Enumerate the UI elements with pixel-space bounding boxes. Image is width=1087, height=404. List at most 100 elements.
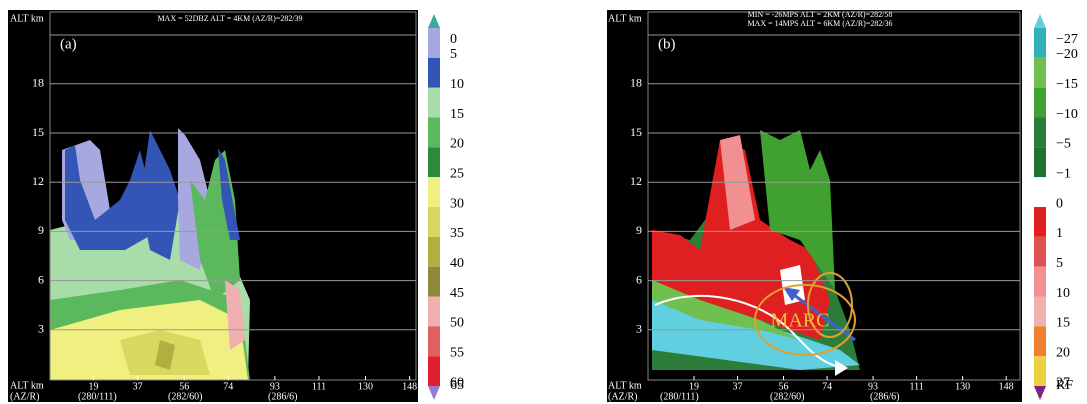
colorbar-label: 15	[1056, 316, 1070, 331]
colorbar-label: −10	[1056, 107, 1078, 122]
colorbar-label: −15	[1056, 77, 1078, 92]
colorbar-segment	[1034, 177, 1046, 207]
plot-frame	[49, 11, 417, 381]
x-axis-sub: (AZ/R)	[608, 391, 637, 402]
colorbar-segment	[428, 326, 440, 357]
x-tick-label: 130	[358, 381, 373, 392]
colorbar-segment	[1034, 207, 1046, 237]
colorbar-segment	[1034, 356, 1046, 386]
y-tick-label: 6	[636, 272, 642, 286]
header: MAX = 14MPS ALT = 6KM (AZ/R)=282/36	[747, 19, 892, 28]
y-tick-label: 18	[32, 76, 44, 90]
colorbar-cap	[428, 386, 440, 400]
colorbar-label: 40	[450, 256, 464, 271]
colorbar-segment	[428, 356, 440, 386]
y-axis-title: ALT km	[608, 13, 642, 24]
colorbar-label: −1	[1056, 166, 1071, 181]
azr-label: (280/111)	[660, 391, 699, 402]
colorbar-label: 65	[450, 378, 464, 393]
colorbar-segment	[1034, 266, 1046, 297]
x-tick-label: 130	[955, 381, 970, 392]
azr-label: (280/111)	[78, 391, 117, 402]
y-tick-label: 6	[38, 272, 44, 286]
colorbar-segment	[1034, 236, 1046, 267]
colorbar-label: 60	[450, 375, 464, 390]
colorbar-label: −5	[1056, 137, 1071, 152]
header: MIN = -26MPS ALT = 2KM (AZ/R)=282/58	[748, 10, 893, 19]
y-tick-label: 15	[32, 125, 44, 139]
flow-arrows	[654, 272, 856, 376]
colorbar-label: 20	[450, 137, 464, 152]
colorbar-segment	[428, 266, 440, 297]
x-tick-label: 74	[223, 381, 233, 392]
x-tick-label: 111	[312, 381, 326, 392]
colorbar-label: 5	[1056, 256, 1063, 271]
colorbar-segment	[428, 28, 440, 58]
colorbar-label: 25	[450, 166, 464, 181]
colorbar-label: RF	[1056, 378, 1073, 393]
colorbar-segment	[1034, 28, 1046, 58]
plot-frame	[647, 11, 1021, 381]
y-tick-label: 9	[636, 223, 642, 237]
y-tick-label: 12	[32, 174, 44, 188]
colorbar-cap	[1034, 386, 1046, 400]
colorbar-label: −20	[1056, 47, 1078, 62]
x-tick-label: 56	[179, 381, 189, 392]
azr-label: (286/6)	[870, 391, 899, 402]
colorbar-label: 27	[1056, 375, 1070, 390]
colorbar-segment	[428, 117, 440, 148]
colorbar-segment	[1034, 147, 1046, 178]
x-tick-label: 19	[689, 381, 699, 392]
colorbar-segment	[1034, 87, 1046, 118]
y-tick-label: 9	[38, 223, 44, 237]
colorbar-cap	[428, 14, 440, 28]
colorbar-label: 50	[450, 316, 464, 331]
x-axis-title: ALT km	[608, 380, 642, 391]
y-tick-label: 3	[38, 322, 44, 336]
azr-label: (282/60)	[770, 391, 804, 402]
colorbar-label: 0	[450, 32, 457, 47]
colorbar-label: 1	[1056, 226, 1063, 241]
colorbar-label: 45	[450, 286, 464, 301]
x-tick-label: 111	[909, 381, 923, 392]
colorbar-label: 5	[450, 47, 457, 62]
annotation: MARC	[771, 310, 830, 332]
colorbar-segment	[428, 147, 440, 178]
x-tick-label: 56	[779, 381, 789, 392]
x-axis-sub: (AZ/R)	[10, 391, 39, 402]
x-axis-title: ALT km	[10, 380, 44, 391]
x-tick-label: 37	[733, 381, 743, 392]
colorbar-label: −27	[1056, 32, 1078, 47]
x-tick-label: 148	[402, 381, 417, 392]
panel-label: (a)	[60, 36, 77, 52]
y-tick-label: 15	[630, 125, 642, 139]
colorbar-label: 10	[450, 77, 464, 92]
colorbar-label: 15	[450, 107, 464, 122]
y-tick-label: 12	[630, 174, 642, 188]
y-tick-label: 18	[630, 76, 642, 90]
colorbar-segment	[428, 207, 440, 237]
colorbar-segment	[1034, 296, 1046, 327]
colorbar-segment	[428, 177, 440, 207]
colorbar-segment	[1034, 326, 1046, 357]
colorbar-segment	[1034, 57, 1046, 88]
colorbar-label: 55	[450, 345, 464, 360]
colorbar-label: 35	[450, 226, 464, 241]
x-tick-label: 93	[270, 381, 280, 392]
azr-label: (282/60)	[168, 391, 202, 402]
colorbar-segment	[1034, 117, 1046, 148]
x-tick-label: 93	[868, 381, 878, 392]
colorbar-segment	[428, 236, 440, 267]
colorbar-cap	[1034, 14, 1046, 28]
colorbar-segment	[428, 87, 440, 118]
x-tick-label: 19	[89, 381, 99, 392]
colorbar-label: 0	[1056, 196, 1063, 211]
header: MAX = 52DBZ ALT = 4KM (AZ/R)=282/39	[157, 14, 302, 23]
colorbar-label: 30	[450, 196, 464, 211]
colorbar-segment	[428, 296, 440, 327]
colorbar-label: 20	[1056, 345, 1070, 360]
x-tick-label: 148	[999, 381, 1014, 392]
x-tick-label: 37	[133, 381, 143, 392]
echo-a	[50, 128, 250, 380]
